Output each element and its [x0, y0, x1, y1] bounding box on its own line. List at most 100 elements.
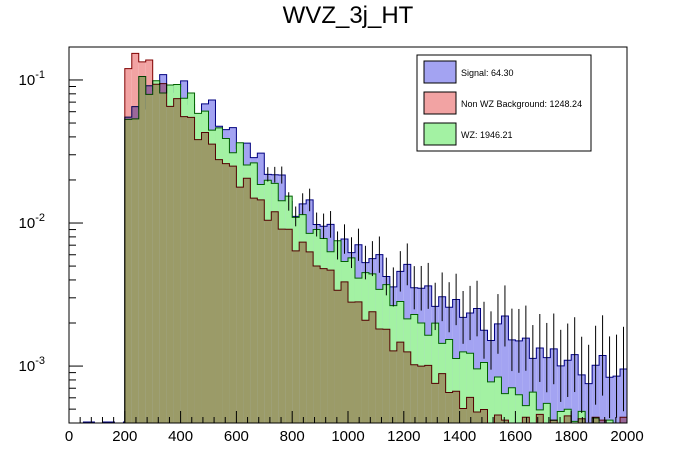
bar: [508, 387, 516, 423]
bar: [124, 68, 132, 423]
x-tick-label: 0: [65, 428, 73, 445]
bar: [159, 83, 167, 423]
bar: [278, 229, 286, 423]
x-tick-label: 1600: [499, 428, 532, 445]
bar: [452, 391, 460, 423]
bar: [480, 362, 488, 423]
bar: [473, 308, 481, 423]
bar: [501, 420, 509, 423]
bar: [606, 420, 614, 423]
x-tick-label: 200: [112, 428, 137, 445]
bar: [257, 199, 265, 423]
bar: [522, 338, 530, 423]
bar: [466, 397, 474, 423]
legend-swatch: [423, 91, 457, 115]
x-tick-label: 400: [168, 428, 193, 445]
x-tick-label: 1800: [555, 428, 588, 445]
bar: [396, 342, 404, 423]
bars-layer: [82, 52, 627, 423]
bar: [571, 421, 579, 423]
bar: [180, 116, 188, 423]
bar: [243, 178, 251, 423]
bar: [264, 220, 272, 423]
bar: [145, 60, 153, 423]
bar: [494, 323, 502, 423]
bar: [431, 323, 439, 423]
bar: [522, 417, 530, 423]
y-tick-label: 10-1: [19, 69, 45, 89]
bar: [334, 290, 342, 423]
bar: [487, 381, 495, 423]
bar: [557, 411, 565, 423]
bar: [522, 405, 530, 423]
x-tick-label: 1200: [387, 428, 420, 445]
bar: [152, 84, 160, 423]
bar: [403, 351, 411, 423]
bar: [578, 411, 586, 423]
legend-label: WZ: 1946.21: [461, 130, 513, 140]
legend-label: Non WZ Background: 1248.24: [461, 99, 582, 109]
error-bars-layer: [267, 166, 625, 423]
bar: [194, 139, 202, 423]
bar: [431, 383, 439, 423]
bar: [501, 393, 509, 423]
bar: [529, 392, 537, 423]
bar: [459, 351, 467, 423]
bar: [208, 144, 216, 423]
bar: [285, 229, 293, 423]
bar: [515, 340, 523, 423]
legend: Signal: 64.30 Non WZ Background: 1248.24 W…: [416, 54, 592, 152]
bar: [501, 315, 509, 423]
bar: [508, 339, 516, 423]
bar: [410, 364, 418, 423]
bar: [236, 187, 244, 423]
bar: [438, 373, 446, 423]
bar: [536, 414, 544, 423]
series-2: [124, 52, 627, 423]
bar: [187, 117, 195, 423]
bar: [578, 418, 586, 423]
bar: [341, 281, 348, 423]
bar: [354, 301, 362, 423]
bar: [389, 350, 397, 423]
bar: [466, 353, 474, 423]
bar: [382, 329, 390, 423]
bar: [306, 251, 314, 423]
chart-title: WVZ_3j_HT: [282, 2, 414, 29]
bar: [138, 61, 146, 423]
bar: [320, 268, 328, 423]
axes-layer: 0 200 400 600 800 1000 1200 1400 1600 1800 2000 10-…: [19, 69, 644, 445]
bar: [473, 368, 481, 423]
bar: [173, 98, 181, 423]
x-tick-label: 600: [224, 428, 249, 445]
bar: [473, 411, 481, 423]
bar: [515, 394, 523, 423]
bar: [480, 409, 488, 423]
bar: [599, 420, 607, 423]
y-tick-label: 10-3: [19, 355, 45, 375]
bar: [445, 392, 453, 423]
bar: [543, 403, 551, 423]
bar: [620, 417, 627, 423]
bar: [166, 106, 174, 423]
bar: [201, 132, 209, 423]
bar: [131, 53, 139, 423]
y-tick-label: 10-2: [19, 212, 45, 232]
bar: [271, 211, 279, 423]
x-tick-label: 1000: [331, 428, 364, 445]
bar: [494, 377, 502, 423]
x-tick-label: 2000: [610, 428, 643, 445]
legend-label: Signal: 64.30: [461, 68, 514, 78]
legend-swatch: [423, 122, 457, 146]
legend-swatch: [423, 60, 457, 84]
bar: [375, 329, 383, 423]
bar: [550, 348, 558, 423]
bar: [494, 415, 502, 423]
bar: [229, 166, 237, 423]
series-outline: [124, 74, 627, 423]
bar: [250, 198, 258, 423]
bar: [368, 311, 376, 423]
bar: [327, 270, 335, 423]
